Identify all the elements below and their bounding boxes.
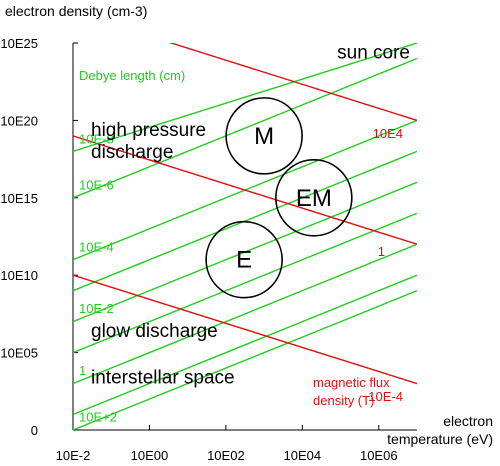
region-label: high pressure discharge (91, 120, 206, 163)
debye-length-line (73, 43, 417, 153)
x-tick-label: 10E00 (131, 448, 169, 463)
region-circle (275, 159, 353, 237)
y-tick-label: 0 (31, 423, 38, 438)
magnetic-flux-label: 10E-4 (368, 389, 403, 404)
debye-length-line (73, 181, 417, 323)
debye-length-label: 10E-8 (79, 131, 114, 146)
debye-length-label: 10E-6 (79, 177, 114, 192)
x-axis-label: electron temperature (eV) (387, 413, 493, 447)
debye-length-line (73, 243, 417, 385)
region-label: sun core (337, 42, 410, 63)
x-tick-label: 10E04 (284, 448, 322, 463)
region-circle (225, 97, 303, 175)
region-circle (205, 220, 283, 299)
debye-length-label: 1 (79, 363, 86, 378)
magnetic-flux-label: 10E4 (373, 126, 403, 141)
debye-length-line (73, 57, 417, 199)
region-label: interstellar space (91, 368, 235, 389)
y-tick-label: 10E20 (0, 113, 38, 128)
magnetic-flux-label: 1 (378, 244, 385, 259)
y-tick-label: 10E15 (0, 191, 38, 206)
chart-annotations: 10E+2 1 10E-2 10E-4 10E-6 10E-8 Debye length (… (79, 42, 410, 424)
debye-length-line (73, 274, 417, 416)
magnetic-flux-title: magnetic flux density (T) (313, 375, 390, 408)
y-tick-label: 10E10 (0, 268, 38, 283)
debye-length-line (73, 290, 417, 430)
y-tick-label: 10E25 (0, 36, 38, 51)
x-tick-label: 10E06 (360, 448, 398, 463)
debye-length-label: 10E-2 (79, 301, 114, 316)
x-tick-label: 10E-2 (56, 448, 91, 463)
axes: 0 10E05 10E10 10E15 10E20 10E25 10E-2 10E00 10E0… (0, 3, 493, 463)
magnetic-flux-line (73, 135, 417, 245)
region-circle-label: M (254, 123, 274, 150)
region-label: glow discharge (91, 321, 218, 342)
region-circle-label: E (236, 247, 252, 274)
magnetic-flux-line (168, 43, 417, 122)
magnetic-flux-line (73, 274, 417, 385)
debye-length-label: 10E-4 (79, 239, 114, 254)
debye-length-title: Debye length (cm) (79, 68, 185, 83)
x-tick-label: 10E02 (207, 448, 245, 463)
debye-length-line (73, 212, 417, 354)
y-axis-label: electron density (cm-3) (5, 3, 147, 19)
region-circle-label: EM (296, 185, 332, 212)
debye-length-label: 10E+2 (79, 410, 117, 425)
y-tick-label: 10E05 (0, 346, 38, 361)
